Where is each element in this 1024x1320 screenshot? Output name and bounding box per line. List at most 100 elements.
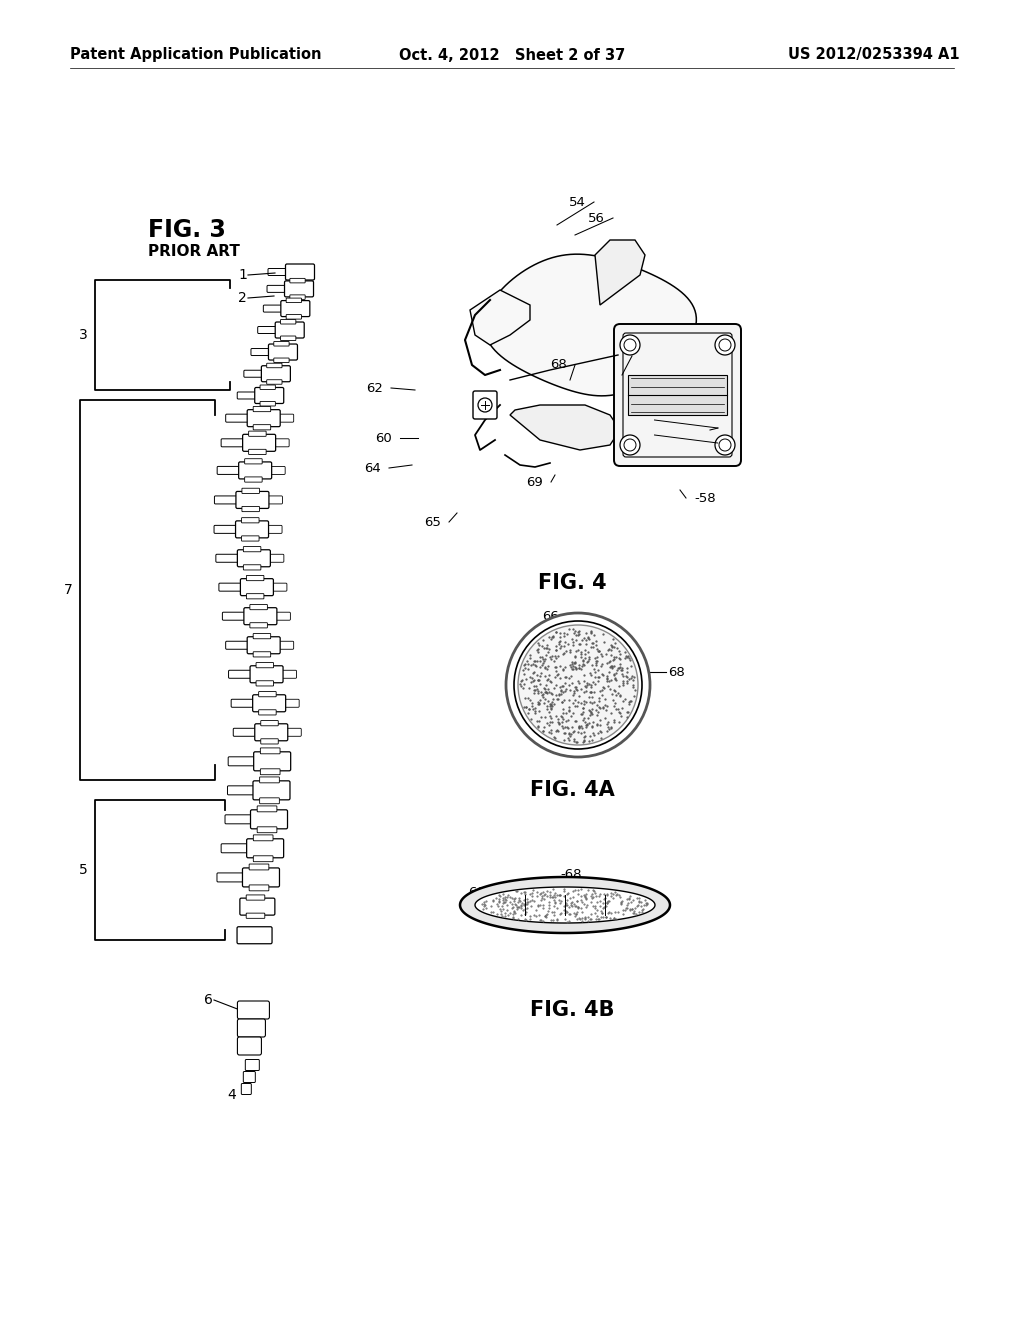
- Text: 54: 54: [569, 195, 586, 209]
- FancyBboxPatch shape: [242, 507, 259, 512]
- FancyBboxPatch shape: [238, 1019, 265, 1038]
- FancyBboxPatch shape: [253, 834, 273, 841]
- FancyBboxPatch shape: [250, 605, 267, 610]
- FancyBboxPatch shape: [266, 525, 282, 533]
- FancyBboxPatch shape: [231, 700, 255, 708]
- FancyBboxPatch shape: [260, 401, 275, 407]
- FancyBboxPatch shape: [225, 414, 250, 422]
- Text: 67: 67: [726, 421, 742, 434]
- FancyBboxPatch shape: [238, 549, 270, 566]
- FancyBboxPatch shape: [241, 578, 273, 595]
- Circle shape: [620, 436, 640, 455]
- Text: FIG. 4A: FIG. 4A: [529, 780, 614, 800]
- FancyBboxPatch shape: [286, 264, 314, 280]
- FancyBboxPatch shape: [253, 694, 286, 711]
- FancyBboxPatch shape: [254, 752, 291, 771]
- FancyBboxPatch shape: [614, 323, 741, 466]
- FancyBboxPatch shape: [267, 285, 287, 292]
- FancyBboxPatch shape: [259, 692, 276, 697]
- Text: 66: 66: [468, 887, 484, 899]
- FancyBboxPatch shape: [273, 438, 289, 446]
- Text: 69: 69: [526, 475, 543, 488]
- FancyBboxPatch shape: [238, 1001, 269, 1019]
- FancyBboxPatch shape: [236, 521, 268, 537]
- Text: 66: 66: [543, 610, 559, 623]
- Text: 1: 1: [239, 268, 247, 282]
- FancyBboxPatch shape: [250, 665, 283, 682]
- FancyBboxPatch shape: [281, 301, 310, 317]
- Circle shape: [715, 436, 735, 455]
- FancyBboxPatch shape: [243, 434, 275, 451]
- FancyBboxPatch shape: [214, 496, 239, 504]
- FancyBboxPatch shape: [253, 652, 270, 657]
- FancyBboxPatch shape: [244, 1072, 255, 1082]
- FancyBboxPatch shape: [240, 898, 274, 915]
- FancyBboxPatch shape: [247, 576, 264, 581]
- Text: 3: 3: [79, 327, 88, 342]
- Text: -58: -58: [694, 491, 716, 504]
- Text: 7: 7: [65, 583, 73, 597]
- Text: Patent Application Publication: Patent Application Publication: [70, 48, 322, 62]
- FancyBboxPatch shape: [281, 671, 297, 678]
- Circle shape: [514, 620, 642, 748]
- FancyBboxPatch shape: [261, 739, 279, 744]
- FancyBboxPatch shape: [274, 612, 291, 620]
- FancyBboxPatch shape: [244, 565, 261, 570]
- FancyBboxPatch shape: [253, 781, 290, 800]
- FancyBboxPatch shape: [249, 449, 266, 454]
- FancyBboxPatch shape: [244, 546, 261, 552]
- FancyBboxPatch shape: [238, 392, 257, 399]
- FancyBboxPatch shape: [246, 895, 265, 900]
- FancyBboxPatch shape: [238, 1038, 261, 1055]
- FancyBboxPatch shape: [286, 314, 301, 319]
- FancyBboxPatch shape: [246, 1060, 259, 1071]
- FancyBboxPatch shape: [269, 466, 285, 474]
- FancyBboxPatch shape: [273, 342, 289, 346]
- FancyBboxPatch shape: [286, 729, 301, 737]
- FancyBboxPatch shape: [258, 326, 278, 334]
- FancyBboxPatch shape: [290, 294, 305, 300]
- FancyBboxPatch shape: [260, 777, 280, 783]
- FancyBboxPatch shape: [217, 873, 245, 882]
- FancyBboxPatch shape: [256, 663, 273, 668]
- Polygon shape: [470, 290, 530, 345]
- FancyBboxPatch shape: [247, 594, 264, 599]
- Polygon shape: [595, 240, 645, 305]
- Text: PRIOR ART: PRIOR ART: [148, 244, 240, 259]
- FancyBboxPatch shape: [260, 797, 280, 804]
- FancyBboxPatch shape: [227, 785, 255, 795]
- FancyBboxPatch shape: [225, 642, 250, 649]
- FancyBboxPatch shape: [244, 370, 264, 378]
- Text: FIG. 4: FIG. 4: [538, 573, 606, 593]
- Text: 66: 66: [640, 350, 656, 363]
- FancyBboxPatch shape: [251, 809, 288, 829]
- FancyBboxPatch shape: [245, 477, 262, 482]
- FancyBboxPatch shape: [247, 838, 284, 858]
- Text: 56: 56: [588, 211, 605, 224]
- FancyBboxPatch shape: [275, 322, 304, 338]
- FancyBboxPatch shape: [242, 517, 259, 523]
- FancyBboxPatch shape: [216, 554, 240, 562]
- Text: 2: 2: [239, 290, 247, 305]
- FancyBboxPatch shape: [247, 636, 281, 653]
- FancyBboxPatch shape: [246, 913, 265, 919]
- FancyBboxPatch shape: [244, 607, 276, 624]
- Circle shape: [478, 399, 492, 412]
- FancyBboxPatch shape: [260, 385, 275, 389]
- Circle shape: [715, 335, 735, 355]
- FancyBboxPatch shape: [253, 855, 273, 862]
- Text: FIG. 4B: FIG. 4B: [529, 1001, 614, 1020]
- FancyBboxPatch shape: [284, 700, 299, 708]
- FancyBboxPatch shape: [268, 268, 288, 276]
- FancyBboxPatch shape: [473, 391, 497, 418]
- FancyBboxPatch shape: [278, 642, 294, 649]
- FancyBboxPatch shape: [242, 488, 259, 494]
- FancyBboxPatch shape: [260, 748, 280, 754]
- FancyBboxPatch shape: [256, 681, 273, 686]
- FancyBboxPatch shape: [243, 869, 280, 887]
- FancyBboxPatch shape: [266, 380, 282, 384]
- FancyBboxPatch shape: [250, 623, 267, 628]
- FancyBboxPatch shape: [281, 337, 296, 341]
- Text: 64: 64: [365, 462, 381, 474]
- FancyBboxPatch shape: [217, 466, 242, 474]
